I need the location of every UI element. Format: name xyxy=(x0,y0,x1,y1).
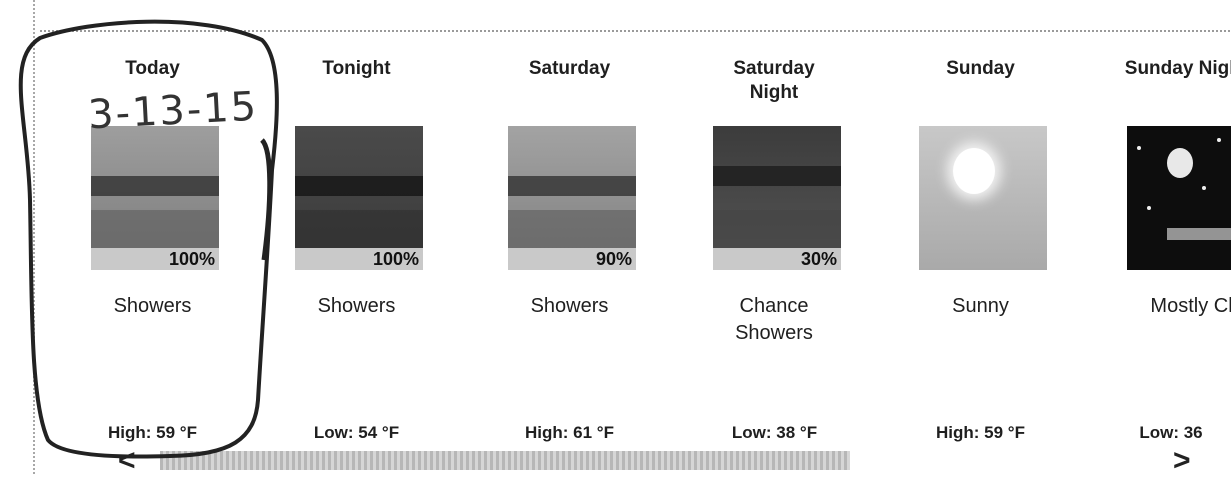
forecast-period-sunday[interactable]: Sunday Sunny High: 59 °F xyxy=(893,0,1068,474)
forecast-period-saturday-night[interactable]: Saturday Night 30% Chance Showers Low: 3… xyxy=(687,0,862,474)
temperature: Low: 38 °F xyxy=(731,423,818,442)
temperature: Low: 36 xyxy=(1139,423,1203,442)
night-chance-showers-icon: 30% xyxy=(713,126,841,270)
forecast-period-today[interactable]: Today 100% Showers High: 59 °F xyxy=(65,0,240,474)
showers-icon: 90% xyxy=(508,126,636,270)
temperature: High: 61 °F xyxy=(525,423,614,442)
handwritten-date: 3-13-15 xyxy=(86,83,260,139)
scroll-left-arrow[interactable]: < xyxy=(118,444,136,477)
short-description: Sunny xyxy=(952,295,1009,317)
precip-chance: 100% xyxy=(295,248,423,270)
period-name: Today xyxy=(125,58,180,79)
short-description: Showers xyxy=(317,295,396,317)
mostly-clear-night-icon xyxy=(1127,126,1231,270)
temperature: Low: 54 °F xyxy=(313,423,400,442)
top-divider xyxy=(40,30,1230,32)
scroll-thumb[interactable] xyxy=(160,451,850,470)
sunny-icon xyxy=(919,126,1047,270)
night-showers-icon: 100% xyxy=(295,126,423,270)
precip-chance: 30% xyxy=(713,248,841,270)
precip-chance: 100% xyxy=(91,248,219,270)
period-name: Saturday xyxy=(528,58,611,79)
period-name: Sunday xyxy=(946,58,1015,79)
period-name: Tonight xyxy=(322,58,391,79)
period-name: Saturday Night xyxy=(733,58,815,103)
temperature: High: 59 °F xyxy=(108,423,197,442)
showers-icon: 100% xyxy=(91,126,219,270)
forecast-period-saturday[interactable]: Saturday 90% Showers High: 61 °F xyxy=(482,0,657,474)
short-description: Showers xyxy=(113,295,192,317)
forecast-strip: Today 100% Showers High: 59 °F Tonight 1… xyxy=(65,0,1231,474)
left-margin-line xyxy=(33,0,35,474)
scroll-right-arrow[interactable]: > xyxy=(1173,444,1191,477)
forecast-scrollbar[interactable]: < > xyxy=(70,444,1230,477)
short-description: Showers xyxy=(530,295,609,317)
period-name: Sunday Night xyxy=(1124,58,1231,79)
forecast-period-sunday-night[interactable]: Sunday Night Mostly Clear Low: 36 xyxy=(1101,0,1231,474)
short-description: Chance Showers xyxy=(735,295,813,344)
forecast-period-tonight[interactable]: Tonight 100% Showers Low: 54 °F xyxy=(269,0,444,474)
precip-chance: 90% xyxy=(508,248,636,270)
temperature: High: 59 °F xyxy=(936,423,1025,442)
short-description: Mostly Clear xyxy=(1150,295,1231,317)
